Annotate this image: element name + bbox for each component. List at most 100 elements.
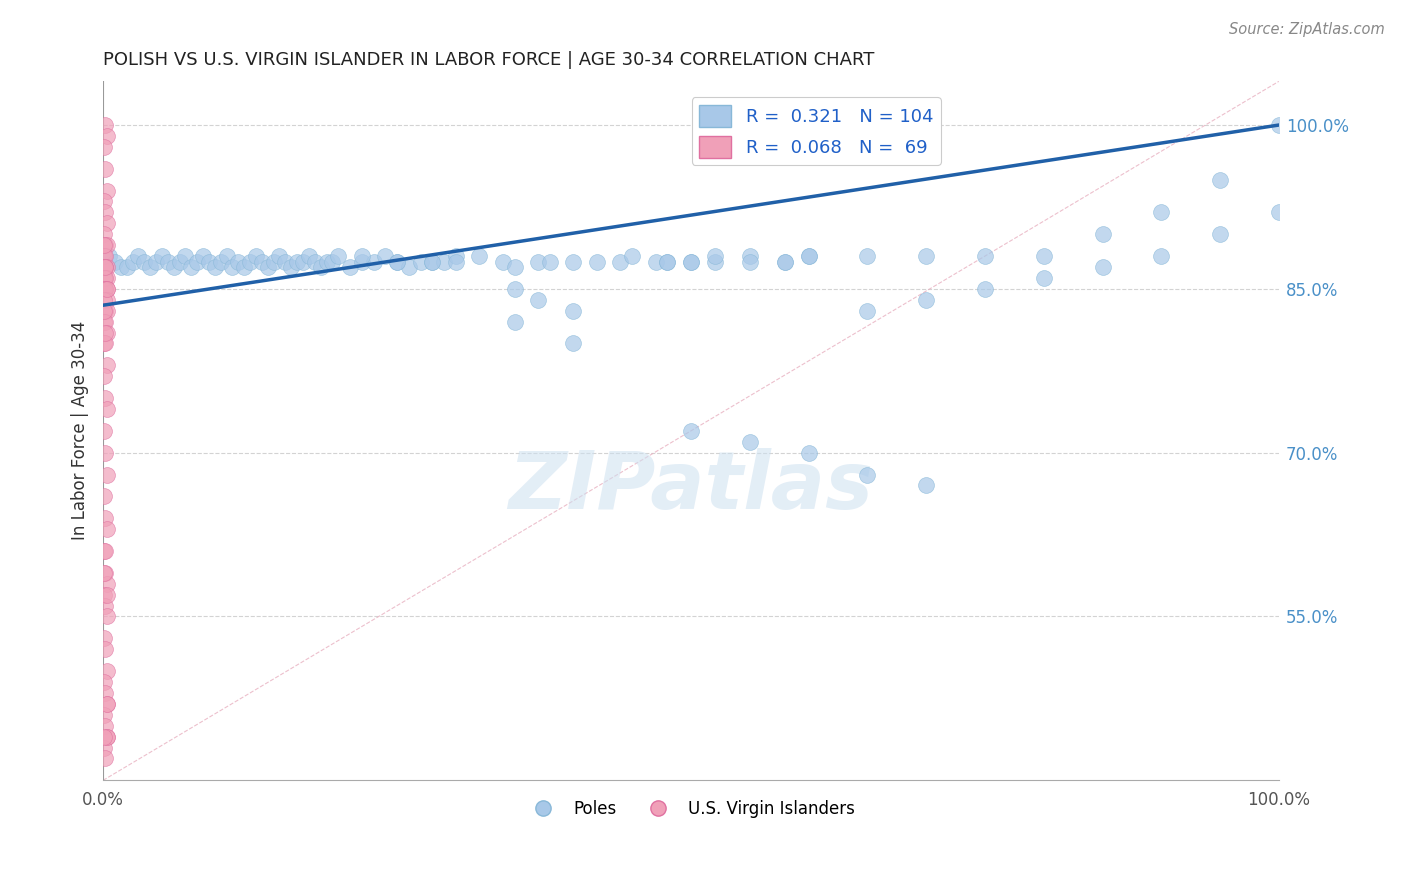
- Point: [96, 609, 118, 624]
- Point: [96, 697, 118, 711]
- Point: [703, 254, 725, 268]
- Point: [974, 282, 997, 296]
- Point: [96, 730, 118, 744]
- Point: [174, 249, 197, 263]
- Point: [93, 227, 115, 242]
- Point: [274, 254, 297, 268]
- Point: [94, 686, 117, 700]
- Point: [503, 260, 526, 274]
- Point: [309, 260, 332, 274]
- Text: POLISH VS U.S. VIRGIN ISLANDER IN LABOR FORCE | AGE 30-34 CORRELATION CHART: POLISH VS U.S. VIRGIN ISLANDER IN LABOR …: [103, 51, 875, 69]
- Point: [915, 478, 938, 492]
- Point: [398, 260, 420, 274]
- Point: [96, 697, 118, 711]
- Point: [679, 254, 702, 268]
- Point: [285, 254, 308, 268]
- Point: [209, 254, 232, 268]
- Point: [444, 254, 467, 268]
- Point: [93, 249, 115, 263]
- Point: [657, 254, 679, 268]
- Point: [1150, 249, 1173, 263]
- Point: [94, 282, 117, 296]
- Point: [94, 260, 117, 274]
- Point: [93, 544, 115, 558]
- Point: [169, 254, 191, 268]
- Point: [96, 359, 118, 373]
- Point: [180, 260, 202, 274]
- Point: [96, 467, 118, 482]
- Point: [621, 249, 644, 263]
- Point: [93, 730, 115, 744]
- Point: [96, 730, 118, 744]
- Point: [797, 249, 820, 263]
- Point: [215, 249, 238, 263]
- Point: [93, 588, 115, 602]
- Point: [915, 293, 938, 307]
- Point: [304, 254, 326, 268]
- Point: [127, 249, 149, 263]
- Point: [385, 254, 408, 268]
- Y-axis label: In Labor Force | Age 30-34: In Labor Force | Age 30-34: [72, 321, 89, 541]
- Point: [93, 675, 115, 690]
- Point: [315, 254, 337, 268]
- Point: [228, 254, 250, 268]
- Point: [93, 566, 115, 580]
- Point: [444, 249, 467, 263]
- Point: [93, 194, 115, 209]
- Point: [233, 260, 256, 274]
- Point: [94, 315, 117, 329]
- Point: [93, 282, 115, 296]
- Point: [385, 254, 408, 268]
- Point: [586, 254, 609, 268]
- Point: [96, 260, 118, 274]
- Point: [409, 254, 432, 268]
- Point: [94, 445, 117, 459]
- Point: [797, 445, 820, 459]
- Point: [110, 260, 132, 274]
- Point: [280, 260, 302, 274]
- Point: [1209, 172, 1232, 186]
- Point: [350, 254, 373, 268]
- Point: [433, 254, 456, 268]
- Point: [94, 336, 117, 351]
- Point: [94, 238, 117, 252]
- Point: [94, 511, 117, 525]
- Point: [96, 576, 118, 591]
- Point: [245, 249, 267, 263]
- Point: [269, 249, 291, 263]
- Point: [96, 303, 118, 318]
- Point: [94, 719, 117, 733]
- Point: [562, 254, 585, 268]
- Point: [657, 254, 679, 268]
- Point: [94, 391, 117, 405]
- Point: [492, 254, 515, 268]
- Point: [163, 260, 186, 274]
- Point: [609, 254, 631, 268]
- Point: [374, 249, 396, 263]
- Point: [134, 254, 156, 268]
- Point: [93, 424, 115, 438]
- Point: [93, 632, 115, 646]
- Point: [738, 254, 761, 268]
- Point: [1091, 227, 1114, 242]
- Point: [139, 260, 162, 274]
- Point: [503, 315, 526, 329]
- Point: [94, 161, 117, 176]
- Point: [150, 249, 173, 263]
- Point: [93, 740, 115, 755]
- Point: [527, 293, 550, 307]
- Point: [94, 260, 117, 274]
- Point: [204, 260, 226, 274]
- Point: [96, 282, 118, 296]
- Point: [1032, 249, 1054, 263]
- Point: [562, 336, 585, 351]
- Point: [1091, 260, 1114, 274]
- Point: [738, 434, 761, 449]
- Point: [773, 254, 796, 268]
- Point: [797, 249, 820, 263]
- Point: [420, 254, 443, 268]
- Point: [94, 599, 117, 613]
- Point: [94, 326, 117, 340]
- Point: [679, 424, 702, 438]
- Point: [321, 254, 343, 268]
